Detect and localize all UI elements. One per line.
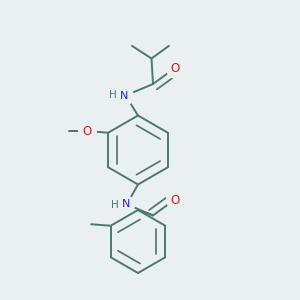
Text: H: H — [109, 90, 117, 100]
Text: O: O — [170, 194, 179, 207]
Text: N: N — [122, 199, 130, 209]
Text: N: N — [120, 91, 129, 101]
Text: O: O — [82, 125, 91, 138]
Text: H: H — [111, 200, 119, 210]
Text: O: O — [170, 62, 179, 76]
